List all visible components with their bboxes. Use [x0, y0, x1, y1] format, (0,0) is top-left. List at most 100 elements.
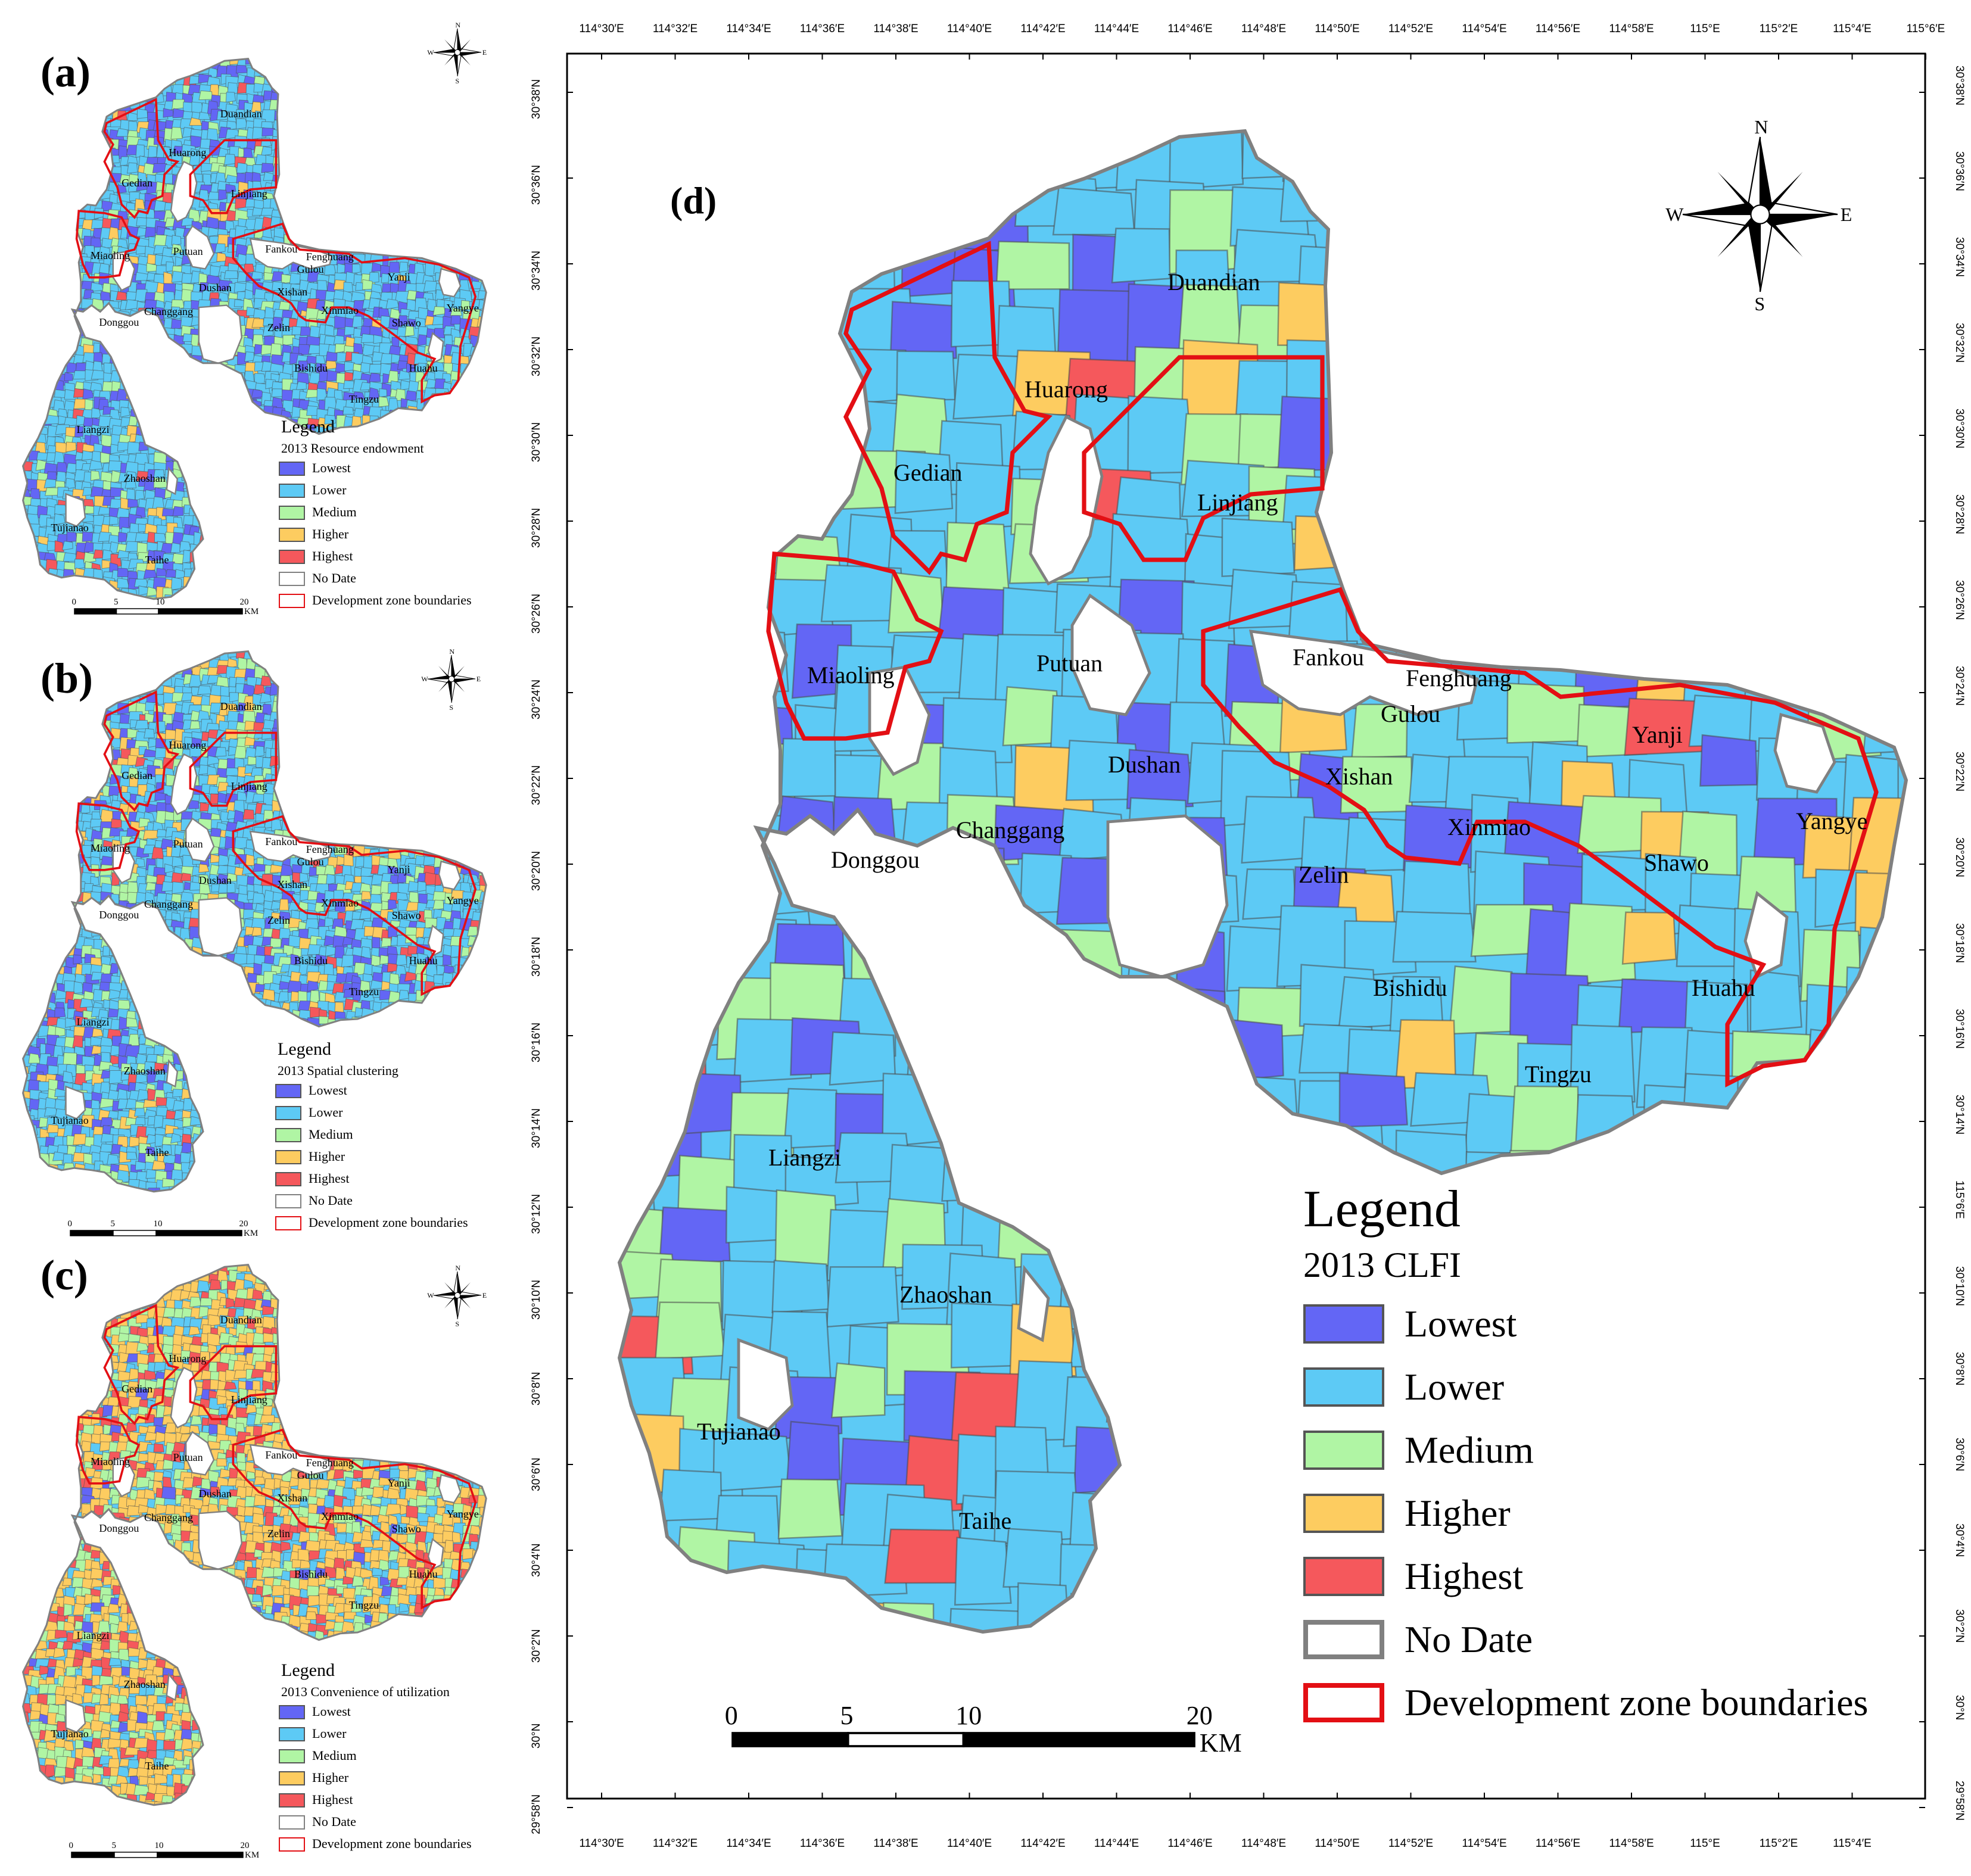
township-cell: [398, 180, 410, 191]
township-cell: [1620, 360, 1704, 434]
township-cell: [1126, 1319, 1194, 1382]
township-cell: [354, 764, 368, 777]
township-cell: [146, 379, 160, 391]
township-cell: [63, 801, 78, 811]
township-cell: [326, 64, 338, 76]
township-cell: [80, 710, 96, 719]
township-cell: [316, 702, 331, 713]
township-cell: [154, 651, 168, 663]
township-cell: [281, 66, 294, 80]
township-cell: [1450, 573, 1535, 641]
township-cell: [363, 802, 377, 817]
township-cell: [361, 818, 377, 830]
township-cell: [336, 693, 348, 704]
township-cell: [335, 198, 347, 212]
township-cell: [148, 145, 157, 158]
township-cell: [289, 225, 306, 238]
township-cell: [1279, 170, 1358, 223]
township-cell: [243, 426, 257, 439]
township-cell: [298, 182, 312, 195]
township-cell: [27, 397, 41, 407]
township-cell: [261, 415, 274, 429]
township-cell: [189, 488, 201, 498]
township-cell: [336, 182, 348, 197]
township-cell: [209, 541, 222, 550]
township-cell: [335, 192, 347, 207]
township-cell: [120, 406, 130, 417]
township-cell: [1695, 476, 1784, 551]
township-cell: [26, 182, 39, 192]
township-cell: [424, 74, 440, 86]
township-cell: [261, 597, 277, 599]
township-cell: [349, 694, 363, 707]
township-cell: [182, 417, 196, 431]
township-cell: [434, 667, 446, 677]
township-cell: [291, 737, 306, 748]
township-cell: [1129, 1268, 1189, 1327]
township-cell: [46, 280, 58, 292]
township-cell: [217, 540, 231, 555]
township-cell: [359, 157, 373, 172]
township-cell: [454, 166, 468, 180]
township-cell: [316, 73, 329, 88]
township-cell: [396, 712, 407, 723]
township-cell: [379, 81, 393, 95]
township-cell: [117, 578, 130, 588]
township-cell: [1174, 1033, 1237, 1111]
township-cell: [477, 136, 487, 149]
township-cell: [1622, 534, 1701, 610]
township-cell: [23, 281, 29, 294]
township-cell: [414, 782, 428, 796]
township-cell: [453, 155, 464, 168]
township-cell: [262, 326, 274, 337]
township-cell: [397, 315, 409, 327]
township-cell: [224, 836, 236, 850]
township-cell: [382, 101, 395, 113]
township-cell: [397, 109, 413, 120]
township-cell: [298, 74, 313, 85]
township-cell: [219, 558, 229, 570]
township-cell: [171, 235, 182, 246]
township-cell: [359, 777, 371, 791]
township-cell: [1855, 301, 1906, 362]
township-cell: [1331, 413, 1415, 496]
township-cell: [1672, 131, 1730, 185]
development-zone-boundary: [843, 241, 1053, 575]
township-cell: [434, 219, 448, 232]
township-cell: [238, 498, 250, 513]
township-cell: [261, 459, 276, 470]
township-cell: [244, 570, 257, 582]
township-cell: [336, 659, 348, 670]
township-cell: [100, 691, 114, 702]
township-cell: [210, 532, 225, 544]
township-cell: [359, 234, 373, 245]
township-cell: [619, 131, 650, 179]
township-cell: [155, 354, 170, 367]
township-cell: [23, 803, 34, 817]
township-cell: [145, 336, 157, 346]
township-cell: [225, 434, 236, 448]
township-cell: [228, 388, 241, 399]
township-cell: [136, 108, 148, 119]
township-cell: [296, 694, 309, 705]
township-cell: [765, 131, 852, 180]
township-cell: [300, 129, 316, 139]
township-cell: [173, 651, 185, 659]
township-cell: [54, 766, 70, 778]
township-cell: [424, 792, 437, 806]
township-cell: [62, 273, 76, 282]
township-cell: [315, 781, 325, 793]
township-cell: [252, 793, 265, 803]
township-cell: [102, 585, 115, 599]
township-cell: [81, 172, 92, 182]
township-cell: [245, 495, 257, 507]
township-cell: [400, 157, 415, 166]
township-cell: [55, 155, 68, 168]
township-cell: [378, 774, 389, 786]
township-cell: [23, 172, 33, 183]
township-cell: [305, 731, 316, 743]
township-cell: [390, 101, 401, 113]
township-cell: [397, 83, 410, 97]
township-cell: [65, 702, 77, 716]
township-cell: [389, 208, 404, 220]
